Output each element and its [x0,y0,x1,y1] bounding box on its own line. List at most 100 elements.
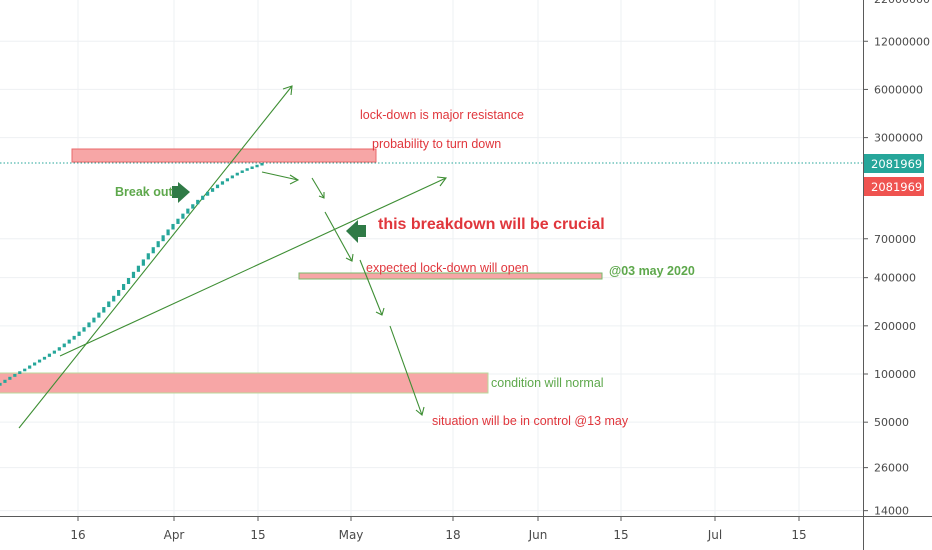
annotation-condition-normal: condition will normal [491,376,604,390]
y-tick-label: 12000000 [874,35,930,48]
y-tick-label: 400000 [874,272,916,285]
candle [166,229,170,236]
last-price-label-red: 2081969 [871,180,922,194]
candle [176,218,180,224]
breakdown-arrow-icon [346,220,358,243]
x-tick-label: 15 [791,528,806,542]
y-tick-label: 6000000 [874,83,923,96]
breakdown-arrow-stem [357,225,366,237]
candle [250,166,254,169]
candle [42,356,47,360]
price-axis[interactable]: 22000000 12000000 6000000 3000000 700000 4000… [863,0,930,518]
candle [255,164,259,168]
x-tick-label: May [339,528,364,542]
candle [82,327,86,332]
annotation-probability-down: probability to turn down [372,137,501,151]
x-tick-label: 15 [613,528,628,542]
candle [235,172,239,176]
breakout-arrow-icon [178,182,190,203]
last-price-badge-green [864,154,924,173]
candle [92,317,96,323]
candle [57,347,61,351]
breakout-arrow-stem [172,186,179,198]
candle [102,307,106,313]
projection-path [261,171,425,416]
annotation-may-date: @03 may 2020 [609,264,695,278]
time-axis[interactable]: 16 Apr 15 May 18 Jun 15 Jul 15 [70,516,807,542]
y-tick-label: 100000 [874,368,916,381]
candle [156,241,160,248]
y-tick-label: 200000 [874,320,916,333]
arrowhead-shallow [436,176,448,187]
candle [3,379,7,383]
candle [0,382,2,386]
candle [181,213,185,219]
candle [28,365,32,369]
y-tick-label: 14000 [874,505,909,518]
candle [121,284,126,290]
annotation-lockdown-resistance: lock-down is major resistance [360,108,524,122]
annotation-lockdown-open: expected lock-down will open [366,261,529,275]
candle [201,195,205,200]
candle [107,301,111,308]
resistance-zone [71,148,377,163]
candle [146,253,150,260]
candle [171,223,175,230]
y-tick-label: 26000 [874,462,909,475]
candle [52,350,56,354]
candle [186,208,190,214]
candle [220,181,225,185]
normal-zone [0,372,489,394]
candle [141,259,145,266]
candle [240,170,244,173]
x-tick-label: Jun [528,528,548,542]
candle [126,277,131,285]
y-tick-label: 3000000 [874,132,923,145]
candle [47,353,52,357]
arrowhead-steep [282,85,293,96]
candle [206,191,210,196]
candle [112,295,116,302]
candle [215,184,220,189]
candle [210,188,215,192]
candle [151,247,155,254]
candle [62,343,66,348]
candle [245,168,249,171]
candles [0,163,264,386]
candle [191,204,195,209]
candle [13,374,17,377]
candle [260,163,264,166]
x-tick-label: 18 [445,528,460,542]
candle [230,175,234,179]
x-tick-label: 16 [70,528,85,542]
y-tick-label: 50000 [874,416,909,429]
x-tick-label: Apr [164,528,185,542]
x-tick-label: 15 [250,528,265,542]
candle [72,335,76,340]
candle [33,362,37,366]
x-tick-label: Jul [707,528,722,542]
candle [97,312,101,318]
candle [87,322,91,328]
trend-line-shallow [59,177,447,357]
y-tick-label: 22000000 [874,0,930,6]
candle [117,289,121,296]
candle [136,265,141,272]
candle [37,359,42,363]
grid [0,0,863,516]
last-price-badge-red [864,177,924,196]
candle [131,271,136,278]
annotation-break-out: Break out [115,185,173,199]
trend-line-steep [18,85,293,429]
lockdown-open-zone [298,272,603,280]
candle [77,331,81,336]
y-tick-label: 700000 [874,233,916,246]
candle [161,235,165,242]
annotation-situation-control: situation will be in control @13 may [432,414,629,428]
candle [18,371,22,374]
candle [23,368,27,372]
candle [225,178,229,182]
annotation-breakdown-crucial: this breakdown will be crucial [378,216,605,233]
last-price-label-green: 2081969 [871,157,922,171]
